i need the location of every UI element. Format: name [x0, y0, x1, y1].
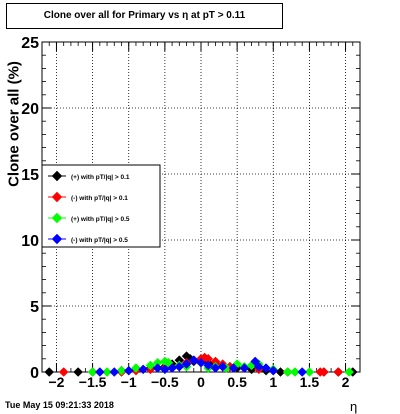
y-tick-label: 10	[21, 233, 39, 250]
legend-label: (-) with pT/|q| > 0.1	[71, 195, 128, 202]
data-point	[304, 367, 315, 377]
data-point	[58, 367, 69, 377]
data-point	[239, 363, 250, 373]
data-point	[344, 367, 355, 377]
data-point	[123, 365, 134, 376]
legend-label: (+) with pT/|q| > 0.1	[71, 174, 130, 181]
title-box: Clone over all for Primary vs η at pT > …	[6, 3, 283, 29]
y-axis-label: Clone over all (%)	[5, 61, 23, 187]
series-3	[94, 355, 308, 377]
x-tick-label: −2	[48, 374, 64, 390]
x-tick-label: 0	[197, 374, 205, 390]
x-tick-label: 2	[342, 374, 350, 390]
legend-label: (-) with pT/|q| > 0.5	[71, 237, 128, 244]
data-point	[152, 363, 163, 373]
data-point	[261, 363, 271, 373]
chart-title: Clone over all for Primary vs η at pT > …	[43, 10, 246, 21]
x-tick-label: −1	[121, 374, 137, 390]
data-point	[131, 363, 141, 373]
data-point	[217, 361, 228, 372]
data-point	[203, 360, 214, 371]
data-point	[116, 365, 127, 376]
data-point	[188, 355, 199, 365]
data-point	[73, 367, 83, 377]
data-point	[145, 360, 156, 371]
data-point	[333, 367, 344, 377]
legend-marker	[51, 233, 63, 245]
y-tick-label: 20	[21, 101, 39, 118]
data-point	[102, 367, 112, 377]
legend-marker	[51, 212, 63, 224]
data-point	[174, 361, 185, 372]
data-point	[297, 367, 308, 377]
data-points	[44, 351, 358, 377]
data-point	[94, 367, 105, 377]
x-axis-label: η	[350, 399, 358, 414]
y-tick-label: 5	[30, 299, 39, 316]
data-point	[196, 357, 206, 368]
y-tick-label: 15	[21, 167, 39, 184]
data-point	[138, 364, 149, 375]
data-point	[181, 359, 192, 369]
x-tick-label: 0.5	[227, 374, 247, 390]
y-tick-label: 0	[30, 365, 39, 382]
legend-box	[41, 164, 161, 248]
timestamp: Tue May 15 09:21:33 2018	[5, 400, 114, 410]
data-point	[228, 363, 239, 373]
legend-label: (+) with pT/|q| > 0.5	[71, 216, 130, 223]
data-point	[109, 367, 120, 377]
data-point	[87, 367, 98, 377]
data-point	[44, 367, 55, 377]
data-point	[282, 367, 293, 377]
x-tick-label: −1.5	[79, 374, 107, 390]
data-point	[253, 361, 264, 372]
x-tick-label: −0.5	[151, 374, 179, 390]
data-point	[319, 367, 329, 377]
data-point	[268, 365, 279, 376]
legend-marker	[51, 191, 63, 203]
y-tick-label: 25	[21, 35, 39, 52]
x-tick-label: 1	[269, 374, 277, 390]
legend: (+) with pT/|q| > 0.1 (-) with pT/|q| > 0…	[41, 164, 161, 248]
legend-marker	[51, 170, 63, 182]
x-tick-label: 1.5	[300, 374, 320, 390]
data-point	[290, 367, 300, 377]
